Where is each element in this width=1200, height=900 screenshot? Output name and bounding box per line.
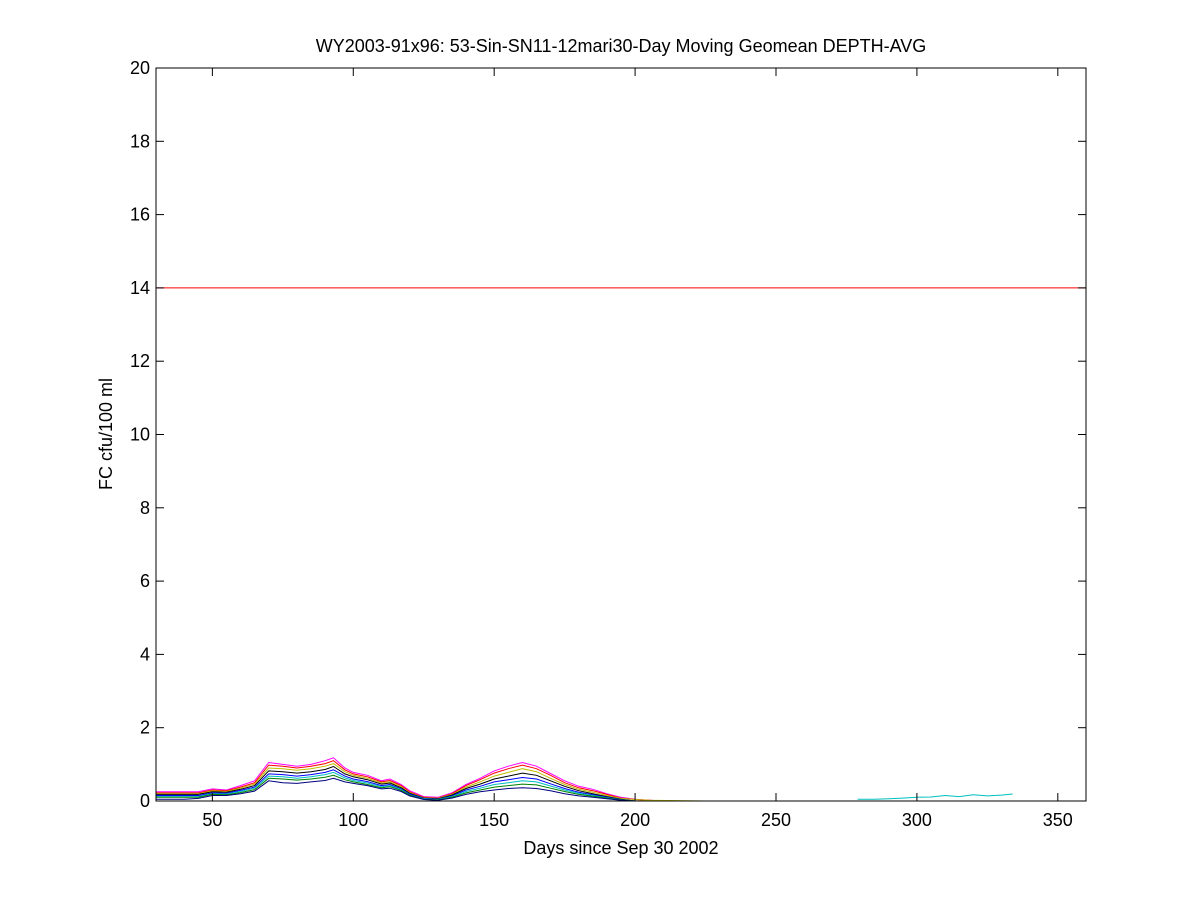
x-axis-label: Days since Sep 30 2002 xyxy=(523,838,718,858)
x-tick-label: 50 xyxy=(202,810,222,830)
y-tick-label: 10 xyxy=(130,425,150,445)
chart-title: WY2003-91x96: 53-Sin-SN11-12mari30-Day M… xyxy=(316,36,927,56)
series-line-5 xyxy=(156,769,636,802)
x-tick-label: 350 xyxy=(1043,810,1073,830)
y-tick-label: 8 xyxy=(140,498,150,518)
series-line-3 xyxy=(156,763,706,802)
plot-area xyxy=(156,68,1086,801)
series-line-2 xyxy=(156,760,664,802)
x-tick-label: 100 xyxy=(338,810,368,830)
y-tick-label: 12 xyxy=(130,351,150,371)
series-line-1 xyxy=(156,757,664,802)
y-tick-label: 0 xyxy=(140,791,150,811)
y-tick-label: 18 xyxy=(130,131,150,151)
series-layer xyxy=(156,757,1013,802)
series-line-7 xyxy=(156,774,636,802)
series-line-8 xyxy=(156,777,636,802)
series-line-4 xyxy=(156,765,636,802)
series-line-9 xyxy=(857,793,1013,800)
series-line-6 xyxy=(156,771,636,802)
y-tick-label: 2 xyxy=(140,718,150,738)
y-axis-label: FC cfu/100 ml xyxy=(96,378,116,490)
y-tick-label: 16 xyxy=(130,205,150,225)
x-tick-label: 300 xyxy=(902,810,932,830)
tick-layer: 50 100 150 200 250 300 350 0 2 4 6 8 10 12 14 16 18 20 xyxy=(130,58,1086,830)
y-tick-label: 4 xyxy=(140,644,150,664)
x-tick-label: 200 xyxy=(620,810,650,830)
y-tick-label: 14 xyxy=(130,278,150,298)
y-tick-label: 6 xyxy=(140,571,150,591)
x-tick-label: 150 xyxy=(479,810,509,830)
y-tick-label: 20 xyxy=(130,58,150,78)
x-tick-label: 250 xyxy=(761,810,791,830)
